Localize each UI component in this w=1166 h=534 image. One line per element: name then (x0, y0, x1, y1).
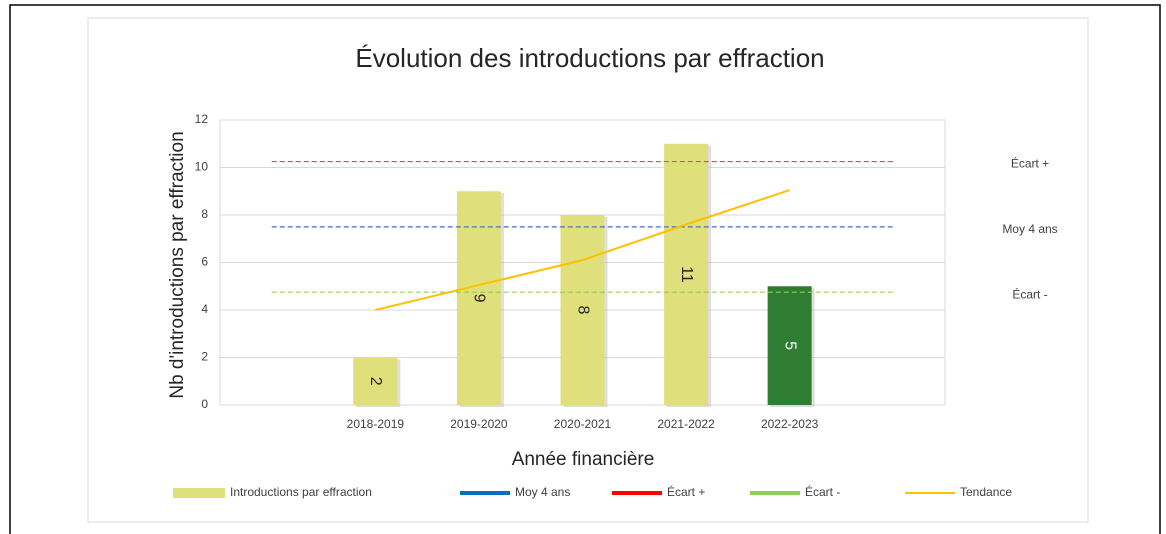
x-tick-label: 2021-2022 (657, 417, 715, 431)
y-tick-label: 4 (201, 302, 208, 316)
legend-label: Écart + (667, 484, 705, 499)
bar (353, 357, 398, 405)
reference-label: Écart - (1012, 286, 1047, 301)
reference-label: Écart + (1011, 156, 1049, 171)
chart-title: Évolution des introductions par effracti… (355, 43, 824, 73)
legend-label: Écart - (805, 484, 840, 499)
bar (664, 143, 709, 405)
x-axis-title: Année financière (512, 449, 655, 470)
data-label: 11 (678, 266, 695, 283)
x-tick-label: 2019-2020 (450, 417, 508, 431)
y-tick-label: 6 (201, 255, 208, 269)
data-label: 5 (781, 341, 798, 350)
legend-swatch (173, 488, 225, 498)
trend-line (375, 189, 790, 311)
reference-label: Moy 4 ans (1002, 222, 1057, 236)
outer-frame (9, 4, 1161, 534)
x-tick-label: 2020-2021 (554, 417, 612, 431)
legend-label: Introductions par effraction (230, 485, 372, 499)
data-label: 2 (367, 377, 384, 386)
y-axis-title: Nb d'introductions par effraction (167, 131, 188, 398)
bar (767, 286, 812, 405)
y-tick-label: 0 (201, 397, 208, 411)
x-tick-label: 2022-2023 (761, 417, 819, 431)
y-tick-label: 2 (201, 350, 208, 364)
legend-label: Moy 4 ans (515, 485, 570, 499)
data-label: 9 (471, 294, 488, 303)
y-tick-label: 10 (195, 160, 209, 174)
data-label: 8 (574, 306, 591, 315)
y-tick-label: 12 (195, 112, 209, 126)
y-tick-label: 8 (201, 207, 208, 221)
x-tick-label: 2018-2019 (347, 417, 405, 431)
legend-label: Tendance (960, 485, 1012, 499)
bar (560, 215, 605, 405)
